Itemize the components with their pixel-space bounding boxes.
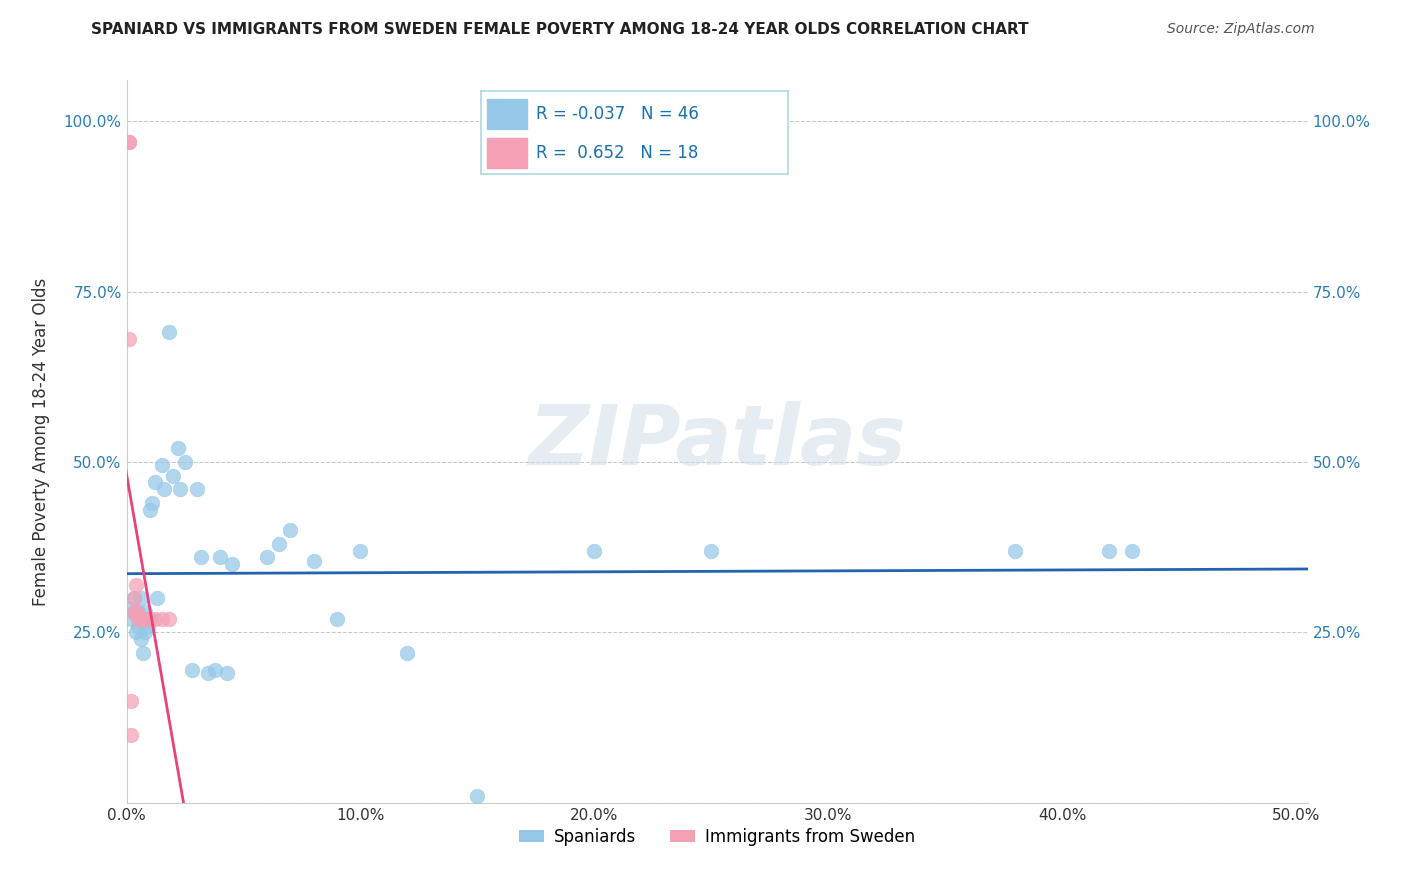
Point bbox=[118, 135, 141, 149]
Point bbox=[349, 543, 371, 558]
Text: ZIPatlas: ZIPatlas bbox=[529, 401, 905, 482]
Point bbox=[127, 612, 149, 626]
Point bbox=[134, 625, 156, 640]
Point bbox=[125, 625, 148, 640]
Point bbox=[120, 728, 142, 742]
Point bbox=[197, 666, 219, 681]
Point bbox=[169, 482, 191, 496]
Point bbox=[120, 612, 142, 626]
Point bbox=[122, 605, 145, 619]
Point bbox=[396, 646, 419, 660]
Point bbox=[136, 612, 159, 626]
Point bbox=[150, 612, 173, 626]
Point bbox=[583, 543, 606, 558]
Point bbox=[1121, 543, 1143, 558]
Point bbox=[157, 326, 180, 340]
Point bbox=[1098, 543, 1121, 558]
Point bbox=[132, 646, 155, 660]
Text: Source: ZipAtlas.com: Source: ZipAtlas.com bbox=[1167, 22, 1315, 37]
Point bbox=[129, 591, 152, 606]
Point bbox=[256, 550, 278, 565]
Point bbox=[1004, 543, 1026, 558]
Point bbox=[139, 612, 162, 626]
Point bbox=[118, 135, 141, 149]
Point bbox=[204, 663, 226, 677]
Point bbox=[267, 537, 290, 551]
Point bbox=[129, 632, 152, 647]
Point bbox=[136, 618, 159, 632]
Point bbox=[125, 577, 148, 591]
Point bbox=[141, 496, 163, 510]
Point bbox=[127, 618, 149, 632]
Point bbox=[326, 612, 349, 626]
Point bbox=[157, 612, 180, 626]
Point bbox=[181, 663, 204, 677]
Point bbox=[221, 558, 243, 572]
Point bbox=[150, 458, 173, 473]
Point bbox=[174, 455, 197, 469]
Text: SPANIARD VS IMMIGRANTS FROM SWEDEN FEMALE POVERTY AMONG 18-24 YEAR OLDS CORRELAT: SPANIARD VS IMMIGRANTS FROM SWEDEN FEMAL… bbox=[91, 22, 1029, 37]
Point bbox=[132, 612, 155, 626]
Point bbox=[129, 612, 152, 626]
Point bbox=[146, 591, 169, 606]
Point bbox=[120, 693, 142, 707]
Point bbox=[132, 612, 155, 626]
Y-axis label: Female Poverty Among 18-24 Year Olds: Female Poverty Among 18-24 Year Olds bbox=[32, 277, 49, 606]
Point bbox=[153, 482, 176, 496]
Point bbox=[167, 442, 190, 456]
Point bbox=[118, 601, 141, 615]
Point bbox=[122, 607, 145, 621]
Point bbox=[139, 502, 162, 516]
Point bbox=[217, 666, 239, 681]
Point bbox=[190, 550, 212, 565]
Point bbox=[700, 543, 723, 558]
Point bbox=[118, 332, 141, 346]
Point bbox=[162, 468, 184, 483]
Point bbox=[134, 605, 156, 619]
Point bbox=[186, 482, 208, 496]
Point bbox=[467, 789, 489, 803]
Point bbox=[127, 605, 149, 619]
Point bbox=[134, 612, 156, 626]
Point bbox=[209, 550, 232, 565]
Legend: Spaniards, Immigrants from Sweden: Spaniards, Immigrants from Sweden bbox=[513, 821, 921, 852]
Point bbox=[122, 591, 145, 606]
Point bbox=[125, 605, 148, 619]
Point bbox=[122, 591, 145, 606]
Point bbox=[143, 612, 166, 626]
Point bbox=[302, 554, 325, 568]
Point bbox=[143, 475, 166, 490]
Point bbox=[278, 523, 301, 537]
